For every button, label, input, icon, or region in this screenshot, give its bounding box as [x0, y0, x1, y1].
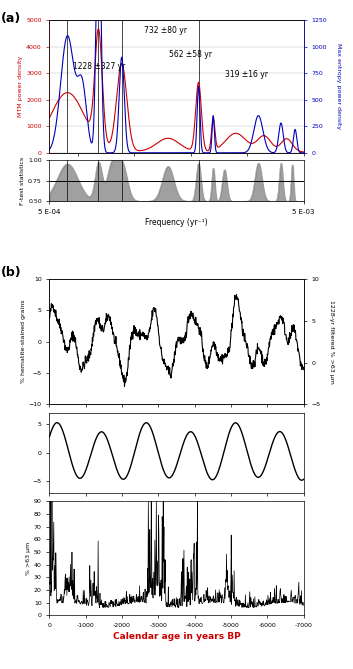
Y-axis label: % >63 μm: % >63 μm	[26, 542, 31, 575]
Y-axis label: % hematite-stained grains: % hematite-stained grains	[21, 300, 26, 383]
Y-axis label: 1228-yr filtered % >63 μm: 1228-yr filtered % >63 μm	[329, 300, 334, 383]
X-axis label: Calendar age in years BP: Calendar age in years BP	[113, 632, 240, 642]
Y-axis label: MTM power density: MTM power density	[18, 56, 23, 117]
X-axis label: Frequency (yr⁻¹): Frequency (yr⁻¹)	[145, 217, 208, 227]
Text: 319 ±16 yr: 319 ±16 yr	[225, 70, 268, 79]
Text: (b): (b)	[1, 266, 22, 280]
Y-axis label: F-test statistics: F-test statistics	[20, 157, 25, 205]
Text: 562 ±58 yr: 562 ±58 yr	[169, 50, 212, 60]
Y-axis label: Max entropy power density: Max entropy power density	[336, 43, 341, 130]
Text: 732 ±80 yr: 732 ±80 yr	[144, 26, 187, 35]
Text: 1228 ±327 yr: 1228 ±327 yr	[73, 62, 125, 71]
Text: (a): (a)	[1, 12, 22, 25]
